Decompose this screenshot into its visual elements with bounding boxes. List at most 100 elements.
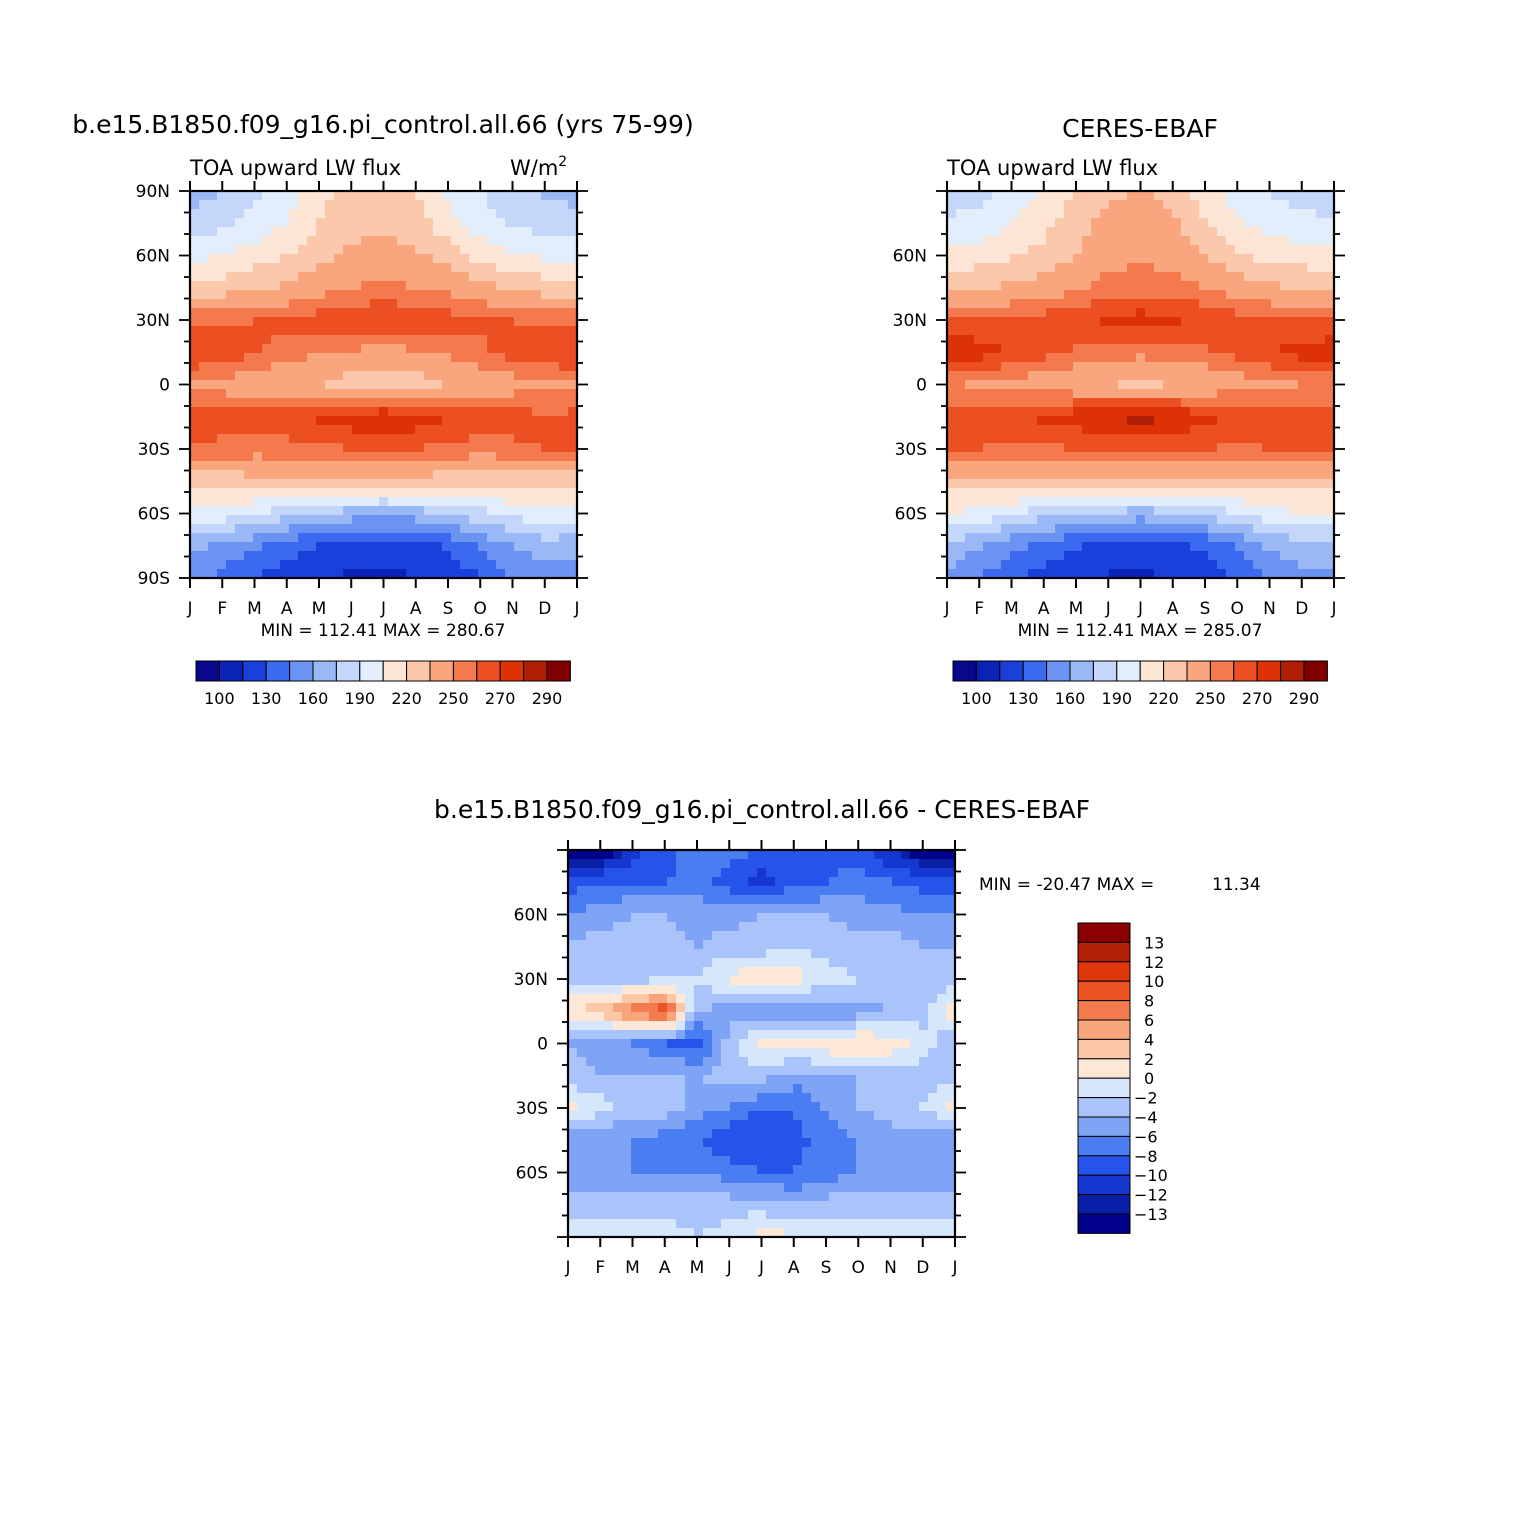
contour-cell	[1307, 416, 1317, 426]
contour-cell	[379, 569, 389, 579]
contour-cell	[974, 542, 984, 552]
contour-cell	[388, 245, 398, 255]
contour-cell	[388, 200, 398, 210]
contour-cell	[568, 470, 578, 480]
contour-cell	[1073, 200, 1083, 210]
contour-cell	[1100, 515, 1110, 525]
contour-cell	[983, 272, 993, 282]
contour-cell	[1217, 488, 1227, 498]
contour-cell	[442, 218, 452, 228]
contour-cell	[1208, 290, 1218, 300]
contour-cell	[244, 344, 254, 354]
contour-cell	[496, 398, 506, 408]
contour-cell	[1073, 551, 1083, 561]
contour-cell	[361, 245, 371, 255]
contour-cell	[271, 452, 281, 462]
contour-cell	[550, 551, 560, 561]
contour-cell	[1154, 560, 1164, 570]
contour-cell	[865, 877, 875, 887]
contour-cell	[1028, 569, 1038, 579]
contour-cell	[568, 245, 578, 255]
contour-cell	[631, 1057, 641, 1067]
contour-cell	[1073, 281, 1083, 291]
contour-cell	[478, 542, 488, 552]
contour-cell	[793, 850, 803, 860]
model-colorbar: 100 130 160 190 220 250 270 290	[195, 660, 571, 708]
contour-cell	[568, 542, 578, 552]
contour-cell	[1226, 551, 1236, 561]
contour-cell	[424, 290, 434, 300]
contour-cell	[370, 218, 380, 228]
contour-cell	[1325, 353, 1335, 363]
contour-cell	[388, 470, 398, 480]
contour-cell	[235, 335, 245, 345]
contour-cell	[721, 1003, 731, 1013]
contour-cell	[613, 1057, 623, 1067]
contour-cell	[235, 209, 245, 219]
contour-cell	[1172, 407, 1182, 417]
contour-cell	[505, 470, 515, 480]
contour-cell	[1280, 308, 1290, 318]
contour-cell	[1154, 497, 1164, 507]
contour-cell	[910, 868, 920, 878]
contour-cell	[937, 1012, 947, 1022]
contour-cell	[631, 940, 641, 950]
contour-cell	[433, 380, 443, 390]
contour-cell	[730, 1039, 740, 1049]
contour-cell	[316, 317, 326, 327]
x-tick-label: J	[1105, 599, 1111, 619]
contour-cell	[622, 985, 632, 995]
contour-cell	[1190, 443, 1200, 453]
contour-cell	[613, 985, 623, 995]
contour-cell	[1163, 524, 1173, 534]
contour-cell	[1064, 326, 1074, 336]
contour-cell	[514, 236, 524, 246]
contour-cell	[757, 1048, 767, 1058]
contour-cell	[568, 877, 578, 887]
contour-cell	[974, 560, 984, 570]
contour-cell	[1226, 434, 1236, 444]
contour-cell	[235, 281, 245, 291]
contour-cell	[289, 371, 299, 381]
contour-cell	[514, 434, 524, 444]
contour-cell	[343, 299, 353, 309]
contour-cell	[1262, 218, 1272, 228]
contour-cell	[262, 533, 272, 543]
contour-cell	[1172, 443, 1182, 453]
contour-cell	[253, 380, 263, 390]
contour-cell	[307, 389, 317, 399]
contour-cell	[667, 850, 677, 860]
contour-cell	[334, 353, 344, 363]
contour-cell	[244, 470, 254, 480]
contour-cell	[478, 353, 488, 363]
contour-cell	[965, 254, 975, 264]
contour-cell	[595, 922, 605, 932]
contour-cell	[253, 434, 263, 444]
contour-cell	[1145, 209, 1155, 219]
contour-cell	[1307, 470, 1317, 480]
contour-cell	[721, 850, 731, 860]
contour-cell	[1244, 200, 1254, 210]
contour-cell	[1190, 326, 1200, 336]
contour-cell	[1145, 281, 1155, 291]
contour-cell	[577, 1030, 587, 1040]
contour-cell	[667, 922, 677, 932]
contour-cell	[983, 245, 993, 255]
contour-cell	[1199, 569, 1209, 579]
contour-cell	[1280, 470, 1290, 480]
contour-cell	[388, 389, 398, 399]
contour-cell	[1091, 245, 1101, 255]
contour-cell	[541, 281, 551, 291]
contour-cell	[1100, 371, 1110, 381]
contour-cell	[1055, 245, 1065, 255]
contour-cell	[784, 1012, 794, 1022]
contour-cell	[928, 877, 938, 887]
contour-cell	[712, 1039, 722, 1049]
contour-cell	[1073, 488, 1083, 498]
contour-cell	[1253, 398, 1263, 408]
contour-cell	[379, 209, 389, 219]
contour-cell	[1181, 416, 1191, 426]
contour-cell	[712, 922, 722, 932]
contour-cell	[442, 524, 452, 534]
contour-cell	[947, 362, 957, 372]
